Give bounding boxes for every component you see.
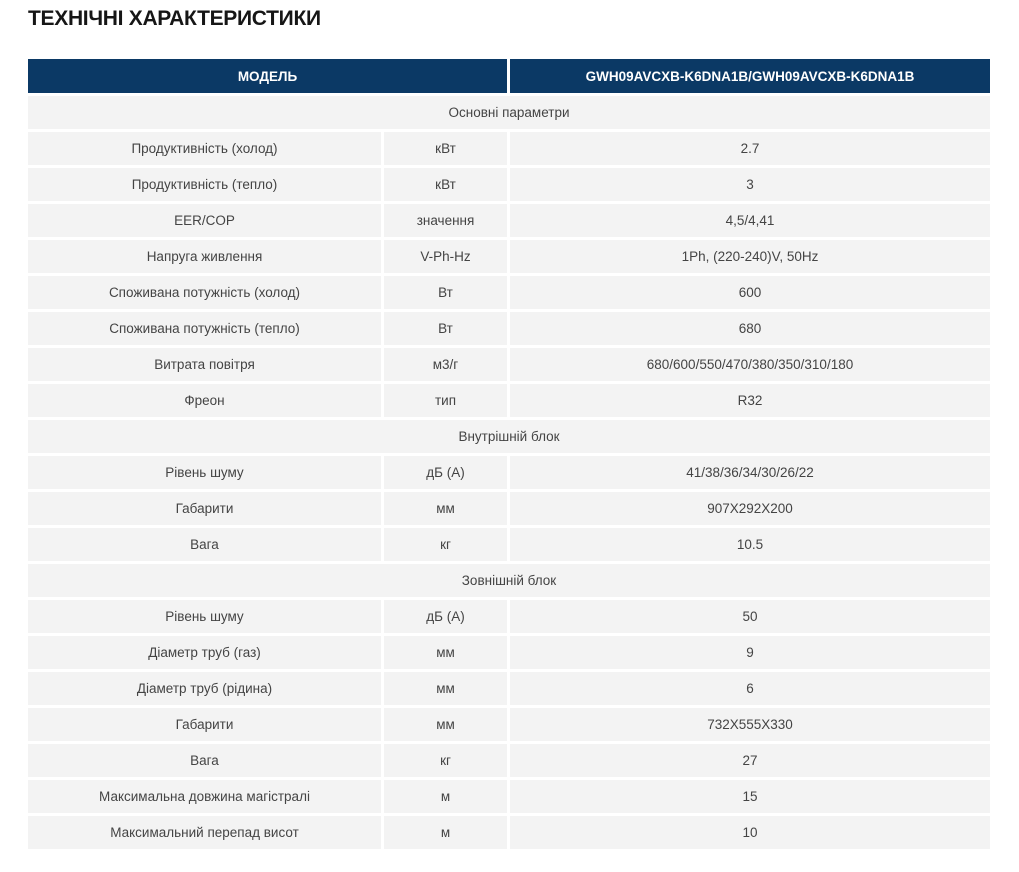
section-title: Основні параметри (25, 93, 993, 132)
model-header-cell: МОДЕЛЬ (25, 56, 510, 96)
value-cell: 6 (507, 669, 993, 708)
unit-cell: кВт (381, 165, 510, 204)
unit-cell: мм (381, 633, 510, 672)
param-name-cell: Максимальний перепад висот (25, 813, 384, 852)
param-name-cell: Габарити (25, 705, 384, 744)
param-name-cell: Вага (25, 741, 384, 780)
unit-cell: кг (381, 741, 510, 780)
unit-cell: кг (381, 525, 510, 564)
value-cell: 680 (507, 309, 993, 348)
unit-cell: мм (381, 489, 510, 528)
param-name-cell: Габарити (25, 489, 384, 528)
value-cell: 27 (507, 741, 993, 780)
section-title: Внутрішній блок (25, 417, 993, 456)
table-row: Максимальна довжина магістралі м 15 (25, 777, 993, 816)
table-row: Напруга живлення V-Ph-Hz 1Ph, (220-240)V, … (25, 237, 993, 276)
specs-table: МОДЕЛЬ GWH09AVCXB-K6DNA1B/GWH09AVCXB-K6D… (25, 56, 993, 852)
header-row: МОДЕЛЬ GWH09AVCXB-K6DNA1B/GWH09AVCXB-K6D… (25, 56, 993, 96)
param-name-cell: Рівень шуму (25, 597, 384, 636)
param-name-cell: EER/COP (25, 201, 384, 240)
param-name-cell: Напруга живлення (25, 237, 384, 276)
unit-cell: V-Ph-Hz (381, 237, 510, 276)
param-name-cell: Споживана потужність (тепло) (25, 309, 384, 348)
unit-cell: дБ (А) (381, 453, 510, 492)
value-cell: 9 (507, 633, 993, 672)
value-cell: 907X292X200 (507, 489, 993, 528)
table-row: Продуктивність (холод) кВт 2.7 (25, 129, 993, 168)
unit-cell: дБ (А) (381, 597, 510, 636)
table-row: Витрата повітря м3/г 680/600/550/470/380/3… (25, 345, 993, 384)
unit-cell: мм (381, 669, 510, 708)
specs-table-header: МОДЕЛЬ GWH09AVCXB-K6DNA1B/GWH09AVCXB-K6D… (25, 56, 993, 96)
table-row: Фреон тип R32 (25, 381, 993, 420)
section-row: Зовнішній блок (25, 561, 993, 600)
param-name-cell: Продуктивність (тепло) (25, 165, 384, 204)
value-cell: 10.5 (507, 525, 993, 564)
unit-cell: кВт (381, 129, 510, 168)
value-cell: 10 (507, 813, 993, 852)
unit-cell: значення (381, 201, 510, 240)
page-title: ТЕХНІЧНІ ХАРАКТЕРИСТИКИ (28, 7, 321, 30)
param-name-cell: Рівень шуму (25, 453, 384, 492)
param-name-cell: Продуктивність (холод) (25, 129, 384, 168)
value-cell: 1Ph, (220-240)V, 50Hz (507, 237, 993, 276)
param-name-cell: Споживана потужність (холод) (25, 273, 384, 312)
table-row: Продуктивність (тепло) кВт 3 (25, 165, 993, 204)
table-row: Габарити мм 732X555X330 (25, 705, 993, 744)
value-cell: 2.7 (507, 129, 993, 168)
value-cell: 4,5/4,41 (507, 201, 993, 240)
value-cell: 15 (507, 777, 993, 816)
value-cell: 50 (507, 597, 993, 636)
unit-cell: Вт (381, 273, 510, 312)
value-cell: 732X555X330 (507, 705, 993, 744)
unit-cell: Вт (381, 309, 510, 348)
section-title: Зовнішній блок (25, 561, 993, 600)
table-row: EER/COP значення 4,5/4,41 (25, 201, 993, 240)
param-name-cell: Вага (25, 525, 384, 564)
table-row: Рівень шуму дБ (А) 41/38/36/34/30/26/22 (25, 453, 993, 492)
table-row: Споживана потужність (тепло) Вт 680 (25, 309, 993, 348)
specs-table-body: Основні параметри Продуктивність (холод) к… (25, 93, 993, 852)
value-cell: 41/38/36/34/30/26/22 (507, 453, 993, 492)
value-cell: 3 (507, 165, 993, 204)
section-row: Внутрішній блок (25, 417, 993, 456)
section-row: Основні параметри (25, 93, 993, 132)
unit-cell: м (381, 813, 510, 852)
model-value-cell: GWH09AVCXB-K6DNA1B/GWH09AVCXB-K6DNA1B (507, 56, 993, 96)
table-row: Споживана потужність (холод) Вт 600 (25, 273, 993, 312)
unit-cell: тип (381, 381, 510, 420)
value-cell: R32 (507, 381, 993, 420)
unit-cell: м (381, 777, 510, 816)
param-name-cell: Фреон (25, 381, 384, 420)
table-row: Діаметр труб (рідина) мм 6 (25, 669, 993, 708)
table-row: Рівень шуму дБ (А) 50 (25, 597, 993, 636)
unit-cell: мм (381, 705, 510, 744)
table-row: Вага кг 10.5 (25, 525, 993, 564)
param-name-cell: Діаметр труб (рідина) (25, 669, 384, 708)
value-cell: 680/600/550/470/380/350/310/180 (507, 345, 993, 384)
param-name-cell: Максимальна довжина магістралі (25, 777, 384, 816)
value-cell: 600 (507, 273, 993, 312)
param-name-cell: Витрата повітря (25, 345, 384, 384)
table-row: Діаметр труб (газ) мм 9 (25, 633, 993, 672)
table-row: Габарити мм 907X292X200 (25, 489, 993, 528)
unit-cell: м3/г (381, 345, 510, 384)
param-name-cell: Діаметр труб (газ) (25, 633, 384, 672)
table-row: Максимальний перепад висот м 10 (25, 813, 993, 852)
table-row: Вага кг 27 (25, 741, 993, 780)
